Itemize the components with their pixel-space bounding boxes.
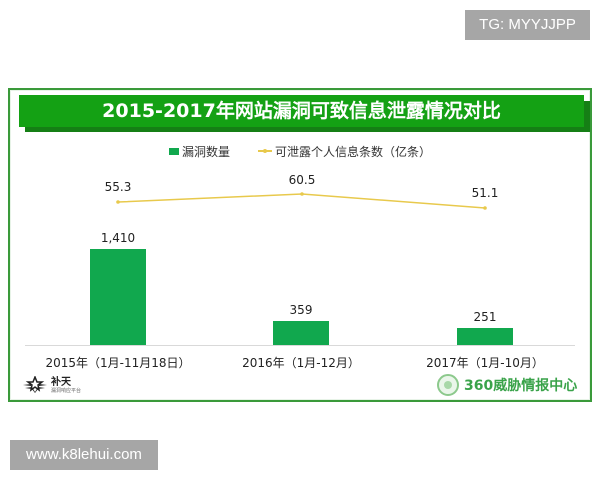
legend-item-leaked-records: 可泄露个人信息条数（亿条）	[258, 143, 431, 160]
butian-logo-text: 补天 漏洞响应平台	[51, 377, 82, 394]
x-tick-label: 2017年（1月-10月）	[426, 356, 544, 370]
bar-2016	[273, 321, 329, 345]
chart-title: 2015-2017年网站漏洞可致信息泄露情况对比	[19, 95, 584, 127]
line-point	[483, 206, 487, 210]
wing-star-icon	[22, 374, 48, 397]
watermark-bottom-left: www.k8lehui.com	[10, 440, 158, 470]
watermark-top-right: TG: MYYJJPP	[465, 10, 590, 40]
line-value-label: 60.5	[288, 173, 316, 187]
bar-value-label: 359	[289, 303, 313, 317]
legend-item-vulnerabilities: 漏洞数量	[168, 143, 230, 160]
line-swatch-icon	[258, 149, 272, 153]
bar-swatch-icon	[168, 147, 179, 155]
legend-label: 漏洞数量	[181, 144, 230, 159]
bar-2015	[90, 249, 146, 345]
bar-value-label: 1,410	[100, 231, 136, 245]
bar-value-label: 251	[473, 310, 497, 324]
x-tick-label: 2016年（1月-12月）	[242, 356, 360, 370]
x-axis-line	[25, 345, 575, 346]
line-value-label: 55.3	[104, 180, 132, 194]
360-threat-intel-logo: 360威胁情报中心	[437, 372, 587, 398]
line-point	[116, 200, 120, 204]
x-tick-label: 2015年（1月-11月18日）	[45, 356, 191, 370]
chart-legend: 漏洞数量 可泄露个人信息条数（亿条）	[0, 142, 600, 160]
line-point	[300, 192, 304, 196]
bar-2017	[457, 328, 513, 345]
legend-label: 可泄露个人信息条数（亿条）	[275, 144, 432, 159]
chart-frame	[8, 88, 592, 402]
butian-logo: 补天 漏洞响应平台	[22, 374, 102, 398]
line-value-label: 51.1	[471, 186, 499, 200]
globe-icon	[437, 374, 459, 396]
